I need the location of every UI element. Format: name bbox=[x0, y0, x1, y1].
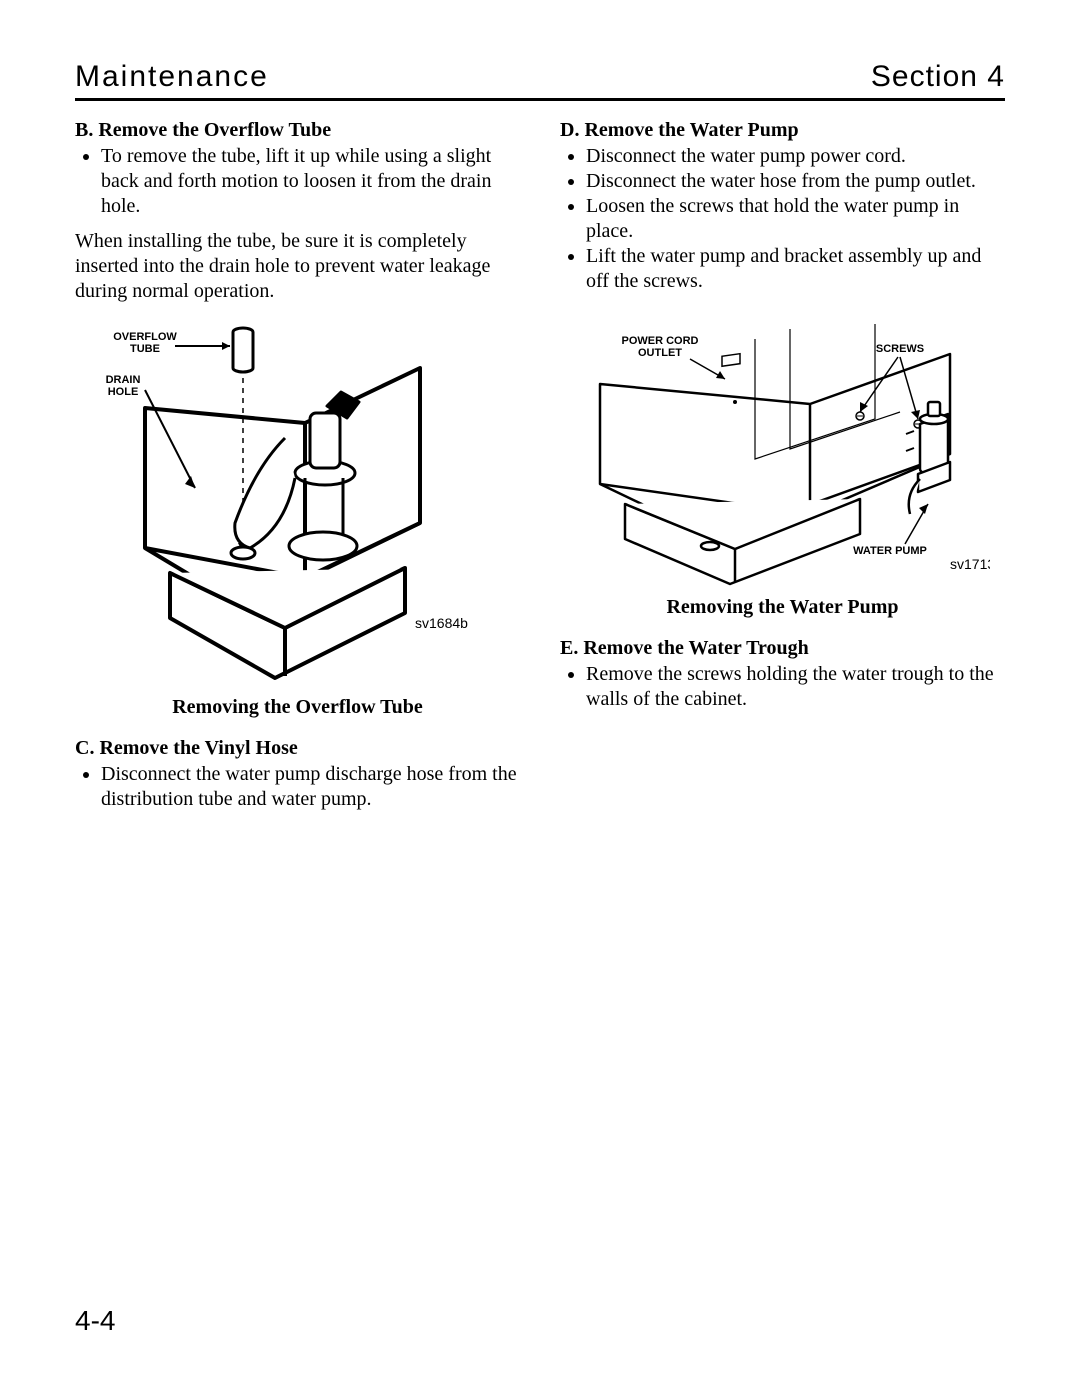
figure-water-pump: POWER CORD OUTLET SCREWS bbox=[560, 324, 1005, 594]
figure-d-caption: Removing the Water Pump bbox=[560, 596, 1005, 619]
label-water-pump: WATER PUMP bbox=[853, 545, 927, 557]
page: Maintenance Section 4 B. Remove the Over… bbox=[0, 0, 1080, 822]
label-screws: SCREWS bbox=[876, 343, 924, 355]
two-column-layout: B. Remove the Overflow Tube To remove th… bbox=[75, 119, 1005, 822]
label-drain-hole-2: HOLE bbox=[108, 386, 139, 398]
section-c-heading: C. Remove the Vinyl Hose bbox=[75, 737, 520, 760]
section-b-note: When installing the tube, be sure it is … bbox=[75, 229, 520, 304]
right-column: D. Remove the Water Pump Disconnect the … bbox=[560, 119, 1005, 822]
left-column: B. Remove the Overflow Tube To remove th… bbox=[75, 119, 520, 822]
section-b-bullet-1: To remove the tube, lift it up while usi… bbox=[101, 144, 520, 219]
figure-overflow-tube: OVERFLOW TUBE DRAIN HOLE bbox=[75, 318, 520, 688]
water-pump-icon bbox=[906, 402, 950, 514]
header-title-right: Section 4 bbox=[871, 60, 1005, 94]
overflow-tube-icon bbox=[233, 328, 253, 372]
water-trough bbox=[170, 568, 405, 678]
overflow-tube-diagram: OVERFLOW TUBE DRAIN HOLE bbox=[75, 318, 475, 688]
section-d-bullet-3: Loosen the screws that hold the water pu… bbox=[586, 194, 1005, 244]
section-b-bullets: To remove the tube, lift it up while usi… bbox=[75, 144, 520, 219]
figure-b-ref: sv1684b bbox=[415, 615, 468, 631]
header-title-left: Maintenance bbox=[75, 60, 269, 94]
section-d-bullet-1: Disconnect the water pump power cord. bbox=[586, 144, 1005, 169]
section-c-bullet-1: Disconnect the water pump discharge hose… bbox=[101, 762, 520, 812]
section-d-bullets: Disconnect the water pump power cord. Di… bbox=[560, 144, 1005, 294]
page-header: Maintenance Section 4 bbox=[75, 60, 1005, 101]
label-power-cord-2: OUTLET bbox=[638, 347, 682, 359]
water-trough-2 bbox=[625, 499, 860, 584]
section-d-bullet-2: Disconnect the water hose from the pump … bbox=[586, 169, 1005, 194]
section-d-bullet-4: Lift the water pump and bracket assembly… bbox=[586, 244, 1005, 294]
section-e-bullet-1: Remove the screws holding the water trou… bbox=[586, 662, 1005, 712]
water-pump-diagram: POWER CORD OUTLET SCREWS bbox=[560, 324, 990, 594]
figure-d-ref: sv1713 bbox=[950, 556, 990, 572]
label-overflow-tube-2: TUBE bbox=[130, 343, 160, 355]
section-e-heading: E. Remove the Water Trough bbox=[560, 637, 1005, 660]
label-power-cord-1: POWER CORD bbox=[622, 335, 699, 347]
section-d-heading: D. Remove the Water Pump bbox=[560, 119, 1005, 142]
section-e-bullets: Remove the screws holding the water trou… bbox=[560, 662, 1005, 712]
section-b-heading: B. Remove the Overflow Tube bbox=[75, 119, 520, 142]
figure-b-caption: Removing the Overflow Tube bbox=[75, 696, 520, 719]
label-drain-hole-1: DRAIN bbox=[106, 374, 141, 386]
label-overflow-tube-1: OVERFLOW bbox=[113, 331, 177, 343]
section-c-bullets: Disconnect the water pump discharge hose… bbox=[75, 762, 520, 812]
screws-icon bbox=[856, 412, 922, 428]
page-number: 4-4 bbox=[75, 1305, 115, 1337]
